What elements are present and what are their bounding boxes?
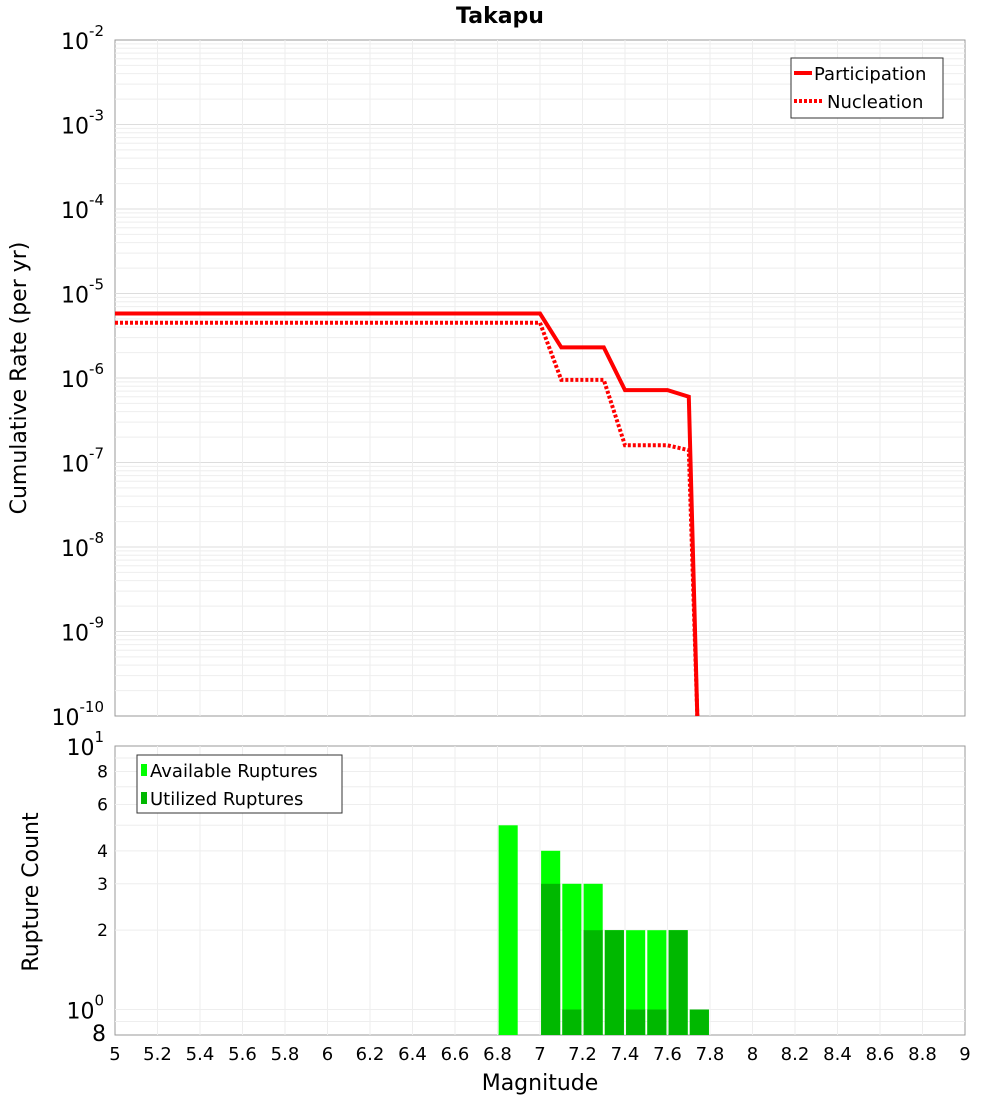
bottom-y-tick-label: 101	[66, 728, 104, 761]
chart-title: Takapu	[456, 4, 544, 29]
series-line-nucleation	[115, 320, 700, 717]
top-series-lines	[115, 311, 700, 717]
top-y-tick-label: 10-9	[61, 614, 104, 647]
bar-available-ruptures	[626, 930, 646, 1035]
x-tick-label: 8.2	[781, 1044, 810, 1065]
bottom-y-tick-label: 100	[66, 991, 104, 1024]
legend-utilized-label: Utilized Ruptures	[150, 789, 303, 810]
bar-available-ruptures	[647, 930, 667, 1035]
top-y-tick-label: 10-2	[61, 22, 104, 55]
top-panel: 10-10 10-9 10-8 10-7 10-6 10-5 10-4 10-3 10-2 Cu…	[7, 22, 966, 731]
bar-utilized-ruptures	[626, 1009, 646, 1035]
bar-utilized-ruptures	[668, 930, 688, 1035]
x-tick-label: 6.2	[356, 1044, 385, 1065]
top-y-tick-label: 10-5	[61, 276, 104, 309]
bottom-y-minor-tick-label: 2	[97, 921, 108, 941]
top-y-tick-label: 10-3	[61, 107, 104, 140]
x-tick-label: 9	[959, 1044, 970, 1065]
legend-available-label: Available Ruptures	[150, 761, 318, 782]
bottom-y-axis-label: Rupture Count	[19, 812, 44, 972]
x-tick-label: 5.4	[186, 1044, 215, 1065]
series-line-participation	[115, 311, 700, 717]
bottom-y-minor-tick-label: 8	[92, 1022, 106, 1047]
bottom-legend: Available Ruptures Utilized Ruptures	[136, 754, 343, 814]
legend-available-swatch	[141, 764, 147, 776]
x-tick-label: 7.2	[568, 1044, 597, 1065]
legend-nucleation-label: Nucleation	[827, 92, 923, 113]
x-tick-label: 8	[747, 1044, 758, 1065]
x-tick-label: 7.4	[611, 1044, 640, 1065]
bottom-y-minor-tick-label: 6	[97, 795, 108, 815]
top-legend-box	[790, 57, 944, 119]
bottom-legend-box	[136, 754, 343, 814]
x-tick-label: 5.2	[143, 1044, 172, 1065]
bottom-bars	[498, 825, 709, 1035]
bar-utilized-ruptures	[583, 930, 603, 1035]
x-tick-label: 7	[534, 1044, 545, 1065]
legend-participation-label: Participation	[814, 64, 926, 85]
bottom-x-ticks: 5 5.2 5.4 5.6 5.8 6 6.2 6.4 6.6 6.8 7 7.2 7.4 7.6 7.8 8…	[109, 1044, 970, 1065]
top-y-tick-label: 10-10	[52, 698, 105, 731]
bar-available-ruptures	[562, 883, 582, 1035]
bottom-y-minor-tick-label: 4	[97, 842, 108, 862]
x-tick-label: 8.4	[823, 1044, 852, 1065]
x-tick-label: 5	[109, 1044, 120, 1065]
x-tick-label: 6.8	[483, 1044, 512, 1065]
x-tick-label: 5.6	[228, 1044, 257, 1065]
bar-utilized-ruptures	[604, 930, 624, 1035]
top-y-tick-label: 10-4	[61, 191, 104, 224]
bar-utilized-ruptures	[562, 1009, 582, 1035]
x-tick-label: 6.4	[398, 1044, 427, 1065]
x-axis-label: Magnitude	[482, 1071, 599, 1096]
x-tick-label: 8.8	[908, 1044, 937, 1065]
top-grid	[115, 40, 965, 716]
bottom-y-minor-tick-label: 3	[97, 875, 108, 895]
top-y-ticks: 10-10 10-9 10-8 10-7 10-6 10-5 10-4 10-3 10-2	[52, 22, 105, 731]
bar-available-ruptures	[498, 825, 518, 1035]
x-tick-label: 8.6	[866, 1044, 895, 1065]
bottom-y-minor-tick-label: 8	[97, 763, 108, 783]
x-tick-label: 6.6	[441, 1044, 470, 1065]
x-tick-label: 5.8	[271, 1044, 300, 1065]
bar-utilized-ruptures	[647, 1009, 667, 1035]
top-y-tick-label: 10-8	[61, 529, 104, 562]
top-y-tick-label: 10-6	[61, 360, 104, 393]
x-tick-label: 7.6	[653, 1044, 682, 1065]
x-tick-label: 6	[322, 1044, 333, 1065]
top-y-axis-label: Cumulative Rate (per yr)	[7, 242, 32, 515]
top-y-tick-label: 10-7	[61, 445, 104, 478]
legend-utilized-swatch	[141, 792, 147, 804]
top-legend: Participation Nucleation	[790, 57, 944, 119]
bar-utilized-ruptures	[541, 883, 561, 1035]
x-tick-label: 7.8	[696, 1044, 725, 1065]
bar-utilized-ruptures	[689, 1009, 709, 1035]
